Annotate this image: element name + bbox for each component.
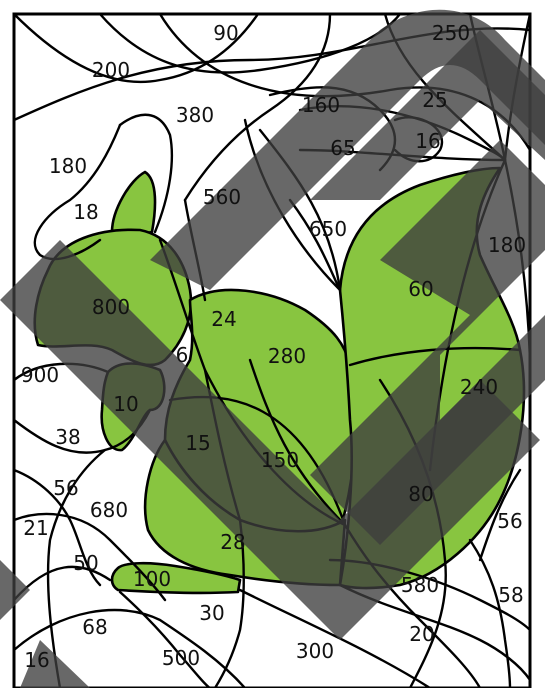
number-label: 280 [268,344,306,368]
number-label: 250 [432,21,470,45]
number-label: 21 [23,516,48,540]
number-label: 800 [92,295,130,319]
number-label: 90 [213,21,238,45]
number-label: 56 [497,509,522,533]
number-label: 500 [162,646,200,670]
number-label: 15 [185,431,210,455]
number-label: 180 [49,154,87,178]
number-label: 900 [21,363,59,387]
number-label: 380 [176,103,214,127]
number-label: 16 [24,648,49,672]
number-label: 60 [408,277,433,301]
number-label: 680 [90,498,128,522]
number-label: 24 [211,307,236,331]
number-label: 200 [92,58,130,82]
number-label: 20 [409,622,434,646]
number-labels: 90 250 200 380 160 25 180 65 16 18 560 6… [21,21,526,672]
number-label: 65 [330,136,355,160]
number-label: 28 [220,530,245,554]
number-label: 650 [309,217,347,241]
number-label: 150 [261,448,299,472]
number-label: 50 [73,551,98,575]
number-label: 240 [460,375,498,399]
number-label: 30 [199,601,224,625]
number-label: 100 [133,567,171,591]
number-label: 68 [82,615,107,639]
number-label: 300 [296,639,334,663]
number-label: 6 [176,343,189,367]
number-label: 160 [302,93,340,117]
number-label: 10 [113,392,138,416]
number-label: 180 [488,233,526,257]
region-foot[interactable] [110,561,242,595]
number-label: 25 [422,88,447,112]
number-label: 56 [53,476,78,500]
number-label: 58 [498,583,523,607]
watermark [0,9,545,688]
number-label: 80 [408,482,433,506]
number-label: 580 [401,573,439,597]
number-label: 38 [55,425,80,449]
number-label: 18 [73,200,98,224]
number-label: 560 [203,185,241,209]
number-label: 16 [415,129,440,153]
